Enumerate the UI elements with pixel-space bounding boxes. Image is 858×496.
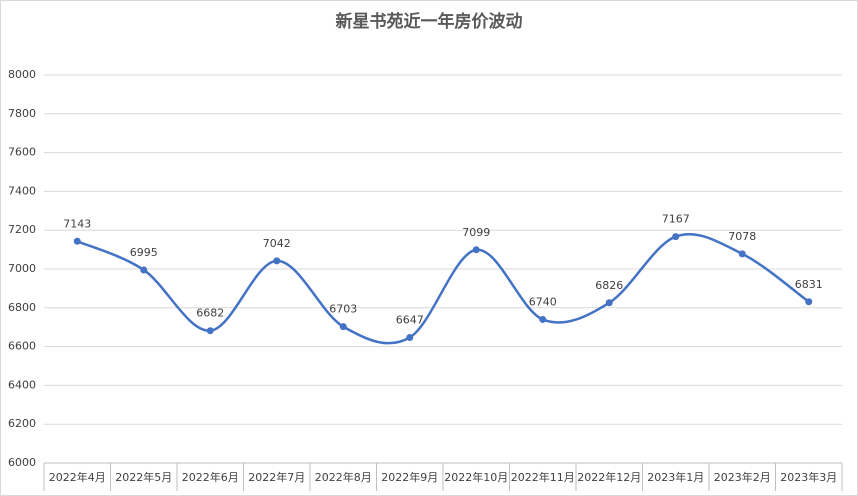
y-tick-label: 6000: [8, 456, 36, 469]
y-tick-label: 6800: [8, 301, 36, 314]
chart-title: 新星书苑近一年房价波动: [336, 11, 523, 32]
x-tick-label: 2022年7月: [248, 470, 305, 484]
data-label: 6826: [595, 279, 623, 292]
marker: [140, 266, 148, 274]
y-tick-label: 6600: [8, 340, 36, 353]
x-tick-label: 2023年3月: [780, 470, 837, 484]
data-label: 6647: [396, 313, 424, 326]
x-tick-label: 2022年10月: [444, 470, 508, 484]
y-tick-label: 8000: [8, 68, 36, 81]
data-label: 6682: [196, 307, 224, 320]
x-tick-label: 2022年4月: [49, 470, 106, 484]
x-tick-label: 2022年12月: [577, 470, 641, 484]
marker: [738, 250, 746, 258]
x-tick-label: 2022年8月: [315, 470, 372, 484]
x-tick-label: 2022年9月: [381, 470, 438, 484]
data-label: 7099: [462, 226, 490, 239]
y-tick-label: 7600: [8, 146, 36, 159]
y-tick-label: 6400: [8, 378, 36, 391]
marker: [406, 333, 414, 341]
x-tick-label: 2023年2月: [714, 470, 771, 484]
y-tick-label: 7400: [8, 184, 36, 197]
x-tick-label: 2023年1月: [647, 470, 704, 484]
marker: [672, 233, 680, 241]
marker: [273, 257, 281, 265]
y-tick-label: 6200: [8, 417, 36, 430]
marker: [73, 237, 81, 245]
x-tick-label: 2022年6月: [182, 470, 239, 484]
marker: [805, 298, 813, 306]
data-label: 6831: [795, 278, 823, 291]
data-label: 7167: [662, 213, 690, 226]
x-tick-label: 2022年11月: [511, 470, 575, 484]
data-label: 6740: [529, 295, 557, 308]
data-label: 7078: [728, 230, 756, 243]
y-tick-label: 7200: [8, 223, 36, 236]
data-label: 7143: [63, 217, 91, 230]
data-label: 6995: [130, 246, 158, 259]
marker: [539, 315, 547, 323]
x-tick-label: 2022年5月: [115, 470, 172, 484]
marker: [206, 327, 214, 335]
y-tick-label: 7800: [8, 107, 36, 120]
data-label: 7042: [263, 237, 291, 250]
data-label: 6703: [329, 303, 357, 316]
marker: [472, 246, 480, 254]
marker: [605, 299, 613, 307]
y-tick-label: 7000: [8, 262, 36, 275]
marker: [339, 323, 347, 331]
